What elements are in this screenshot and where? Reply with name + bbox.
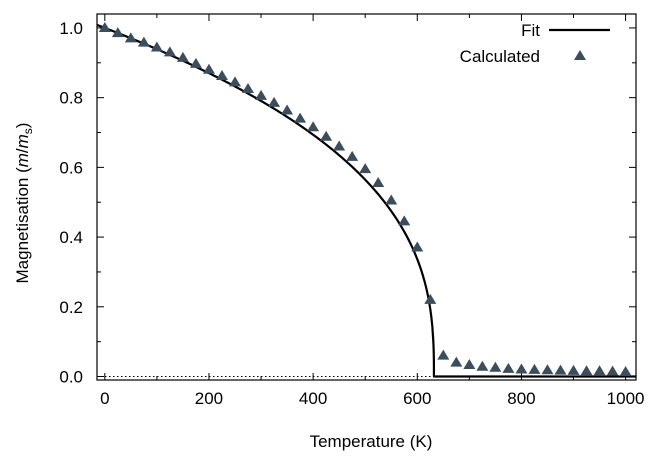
calculated-point [502,362,515,373]
calculated-point [528,363,541,374]
calculated-point [346,150,359,161]
y-axis-label-m: m [13,153,32,167]
y-tick-label: 0.4 [59,228,83,247]
calculated-point [294,112,307,123]
legend: Fit Calculated [460,21,610,66]
calculated-point [189,57,202,68]
y-axis-label-prefix: Magnetisation ( [13,167,32,284]
calculated-point [580,365,593,376]
x-tick-label: 600 [403,389,431,408]
y-tick-label: 0.6 [59,158,83,177]
calculated-point [176,51,189,62]
fit-curve [96,23,636,378]
calculated-point [255,89,268,100]
calculated-point [606,365,619,376]
x-tick-label: 200 [195,389,223,408]
calculated-point [150,41,163,52]
calculated-point [268,96,281,107]
calculated-point [229,76,242,87]
calculated-point [515,363,528,374]
calculated-point [593,365,606,376]
calculated-point [372,177,385,188]
calculated-point [281,104,294,115]
calculated-point [98,21,111,32]
calculated-point [124,32,137,43]
plot-frame [96,13,637,381]
calculated-point [385,194,398,205]
calculated-point [489,361,502,372]
y-axis-label-suffix: ) [13,123,32,129]
y-tick-label: 0.8 [59,89,83,108]
y-axis-label-slash: / [13,148,32,153]
calculated-point [320,130,333,141]
y-axis-label-ms: m [13,134,32,148]
calculated-point [463,359,476,370]
y-tick-label: 0.0 [59,368,83,387]
y-tick-label: 1.0 [59,19,83,38]
calculated-point [137,36,150,47]
calculated-point [111,27,124,38]
calculated-point [242,82,255,93]
calculated-point [333,140,346,151]
x-axis-label: Temperature (K) [310,432,433,451]
calculated-point [554,364,567,375]
calculated-point [619,365,632,376]
calculated-point [411,241,424,252]
y-tick-label: 0.2 [59,298,83,317]
x-tick-label: 400 [299,389,327,408]
legend-triangle-marker-swatch [574,50,586,60]
y-axis-label-subscript: s [21,128,35,134]
calculated-point [476,360,489,371]
x-tick-label: 1000 [607,389,645,408]
x-tick-label: 0 [100,389,109,408]
calculated-point [163,46,176,57]
calculated-point [398,215,411,226]
legend-label-fit: Fit [521,21,540,40]
calculated-point [359,163,372,174]
calculated-point [541,364,554,375]
calculated-point [307,121,320,132]
legend-label-calculated: Calculated [460,47,540,66]
calculated-point [437,349,450,360]
x-tick-label: 800 [507,389,535,408]
calculated-point [567,364,580,375]
y-axis-label: Magnetisation (m/ms) [13,123,35,284]
calculated-point [424,293,437,304]
calculated-point [215,70,228,81]
plot-area: 0 200 400 600 800 1000 0.0 0.2 0.4 0.6 0.8 1.0 [59,13,645,408]
calculated-point [202,63,215,74]
calculated-point [450,356,463,367]
